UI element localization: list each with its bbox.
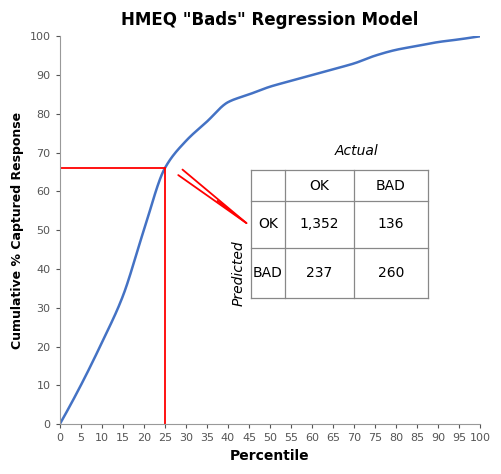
Text: 237: 237 xyxy=(306,266,332,280)
Text: 1,352: 1,352 xyxy=(299,218,339,231)
Text: 260: 260 xyxy=(377,266,403,280)
Text: Predicted: Predicted xyxy=(231,240,245,306)
Title: HMEQ "Bads" Regression Model: HMEQ "Bads" Regression Model xyxy=(121,11,418,29)
Text: OK: OK xyxy=(258,218,278,231)
X-axis label: Percentile: Percentile xyxy=(230,449,309,463)
Text: 136: 136 xyxy=(377,218,403,231)
Text: OK: OK xyxy=(309,179,329,192)
Text: Actual: Actual xyxy=(334,145,377,158)
Text: BAD: BAD xyxy=(253,266,282,280)
Text: BAD: BAD xyxy=(375,179,405,192)
Y-axis label: Cumulative % Captured Response: Cumulative % Captured Response xyxy=(11,112,24,349)
